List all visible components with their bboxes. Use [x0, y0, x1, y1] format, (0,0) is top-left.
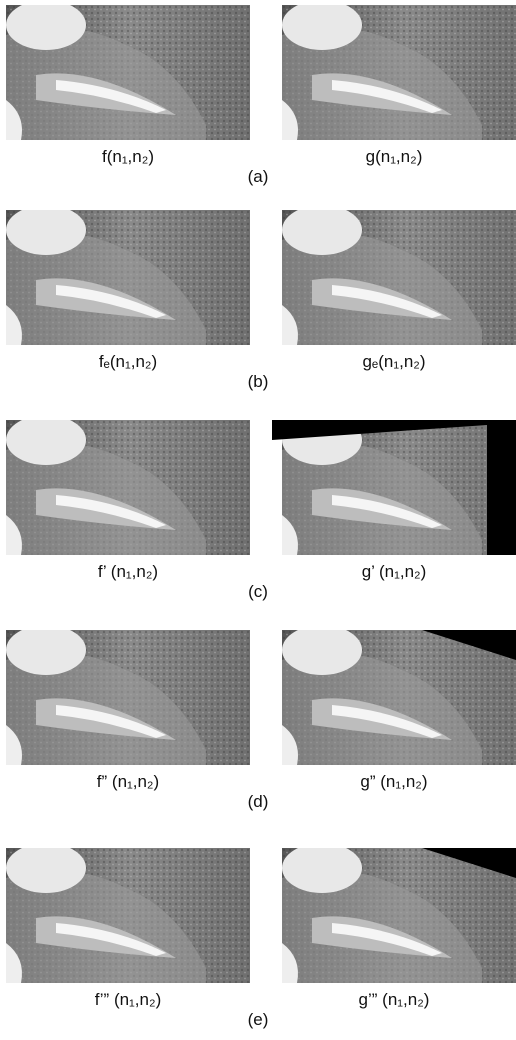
- image: [272, 630, 516, 765]
- image: [6, 420, 250, 555]
- image: [6, 630, 250, 765]
- image: [6, 5, 250, 140]
- image: [272, 420, 516, 555]
- xray-image: [6, 420, 250, 555]
- panel-letter: (e): [0, 1010, 516, 1030]
- image-caption: g(n₁,n₂): [272, 147, 516, 167]
- image: [272, 210, 516, 345]
- image: [6, 210, 250, 345]
- xray-image: [272, 5, 516, 140]
- image-caption: gₑ(n₁,n₂): [272, 352, 516, 372]
- image-caption: g’ (n₁,n₂): [272, 562, 516, 582]
- figure: f(n₁,n₂) g(n₁,n₂)(a) fₑ(n₁,n₂) gₑ(n₁,n₂)(b)…: [0, 0, 516, 1040]
- xray-image: [6, 5, 250, 140]
- image-caption: f” (n₁,n₂): [6, 772, 250, 792]
- xray-image: [272, 630, 516, 765]
- image-caption: f’” (n₁,n₂): [6, 990, 250, 1010]
- image-caption: g” (n₁,n₂): [272, 772, 516, 792]
- xray-image: [6, 210, 250, 345]
- xray-image: [6, 848, 250, 983]
- image-caption: g’” (n₁,n₂): [272, 990, 516, 1010]
- panel-letter: (d): [0, 792, 516, 812]
- xray-image: [272, 210, 516, 345]
- panel-letter: (c): [0, 582, 516, 602]
- xray-image: [272, 420, 516, 555]
- image: [272, 5, 516, 140]
- image-caption: f(n₁,n₂): [6, 147, 250, 167]
- image-caption: f’ (n₁,n₂): [6, 562, 250, 582]
- panel-letter: (b): [0, 372, 516, 392]
- xray-image: [6, 630, 250, 765]
- image: [272, 848, 516, 983]
- xray-image: [272, 848, 516, 983]
- panel-letter: (a): [0, 167, 516, 187]
- image-caption: fₑ(n₁,n₂): [6, 352, 250, 372]
- image: [6, 848, 250, 983]
